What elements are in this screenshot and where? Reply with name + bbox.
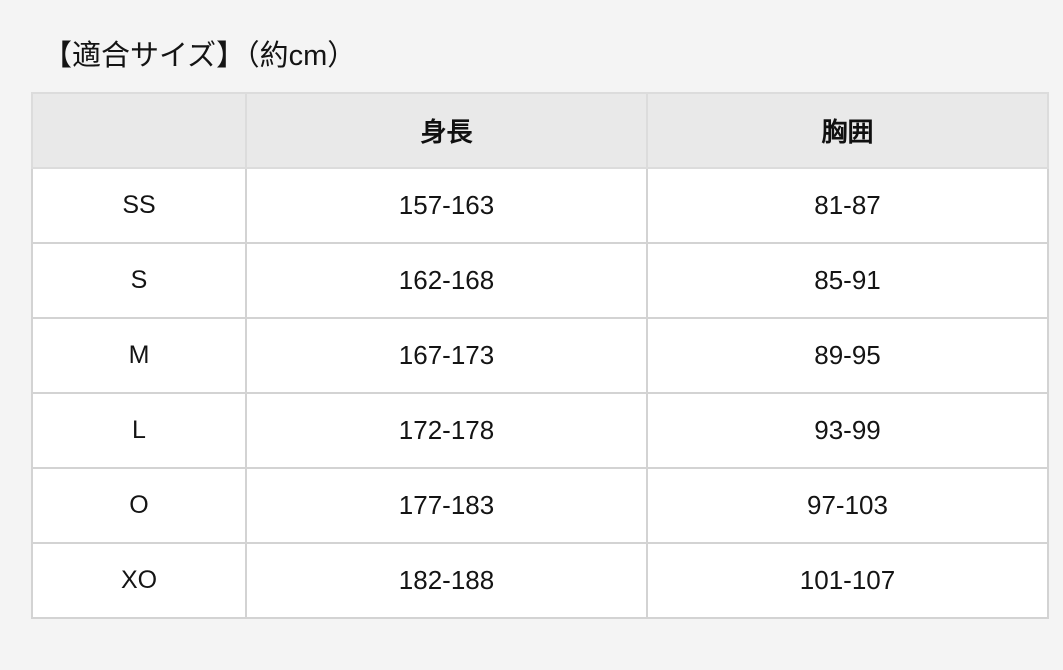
table-row: SS 157-163 81-87 (31, 167, 1049, 244)
cell-size: XO (31, 542, 247, 619)
table-row: XO 182-188 101-107 (31, 542, 1049, 619)
cell-chest: 89-95 (646, 317, 1049, 394)
cell-size: O (31, 467, 247, 544)
cell-size: SS (31, 167, 247, 244)
column-header-size (31, 92, 247, 169)
cell-chest: 85-91 (646, 242, 1049, 319)
cell-chest: 101-107 (646, 542, 1049, 619)
cell-height: 162-168 (245, 242, 648, 319)
cell-height: 182-188 (245, 542, 648, 619)
table-header: 身長 胸囲 (31, 92, 1049, 169)
page-title: 【適合サイズ】（約cm） (43, 40, 357, 72)
cell-chest: 81-87 (646, 167, 1049, 244)
table-header-row: 身長 胸囲 (31, 92, 1049, 169)
column-header-height: 身長 (245, 92, 648, 169)
table-row: L 172-178 93-99 (31, 392, 1049, 469)
cell-chest: 93-99 (646, 392, 1049, 469)
size-chart-table: 身長 胸囲 SS 157-163 81-87 S 162-168 85-91 M… (31, 92, 1049, 619)
cell-height: 172-178 (245, 392, 648, 469)
table-row: O 177-183 97-103 (31, 467, 1049, 544)
table-row: M 167-173 89-95 (31, 317, 1049, 394)
cell-size: S (31, 242, 247, 319)
cell-height: 157-163 (245, 167, 648, 244)
cell-height: 177-183 (245, 467, 648, 544)
cell-chest: 97-103 (646, 467, 1049, 544)
cell-size: L (31, 392, 247, 469)
table-body: SS 157-163 81-87 S 162-168 85-91 M 167-1… (31, 167, 1049, 619)
table-row: S 162-168 85-91 (31, 242, 1049, 319)
size-table-container: 身長 胸囲 SS 157-163 81-87 S 162-168 85-91 M… (31, 92, 1049, 619)
column-header-chest: 胸囲 (646, 92, 1049, 169)
cell-height: 167-173 (245, 317, 648, 394)
cell-size: M (31, 317, 247, 394)
